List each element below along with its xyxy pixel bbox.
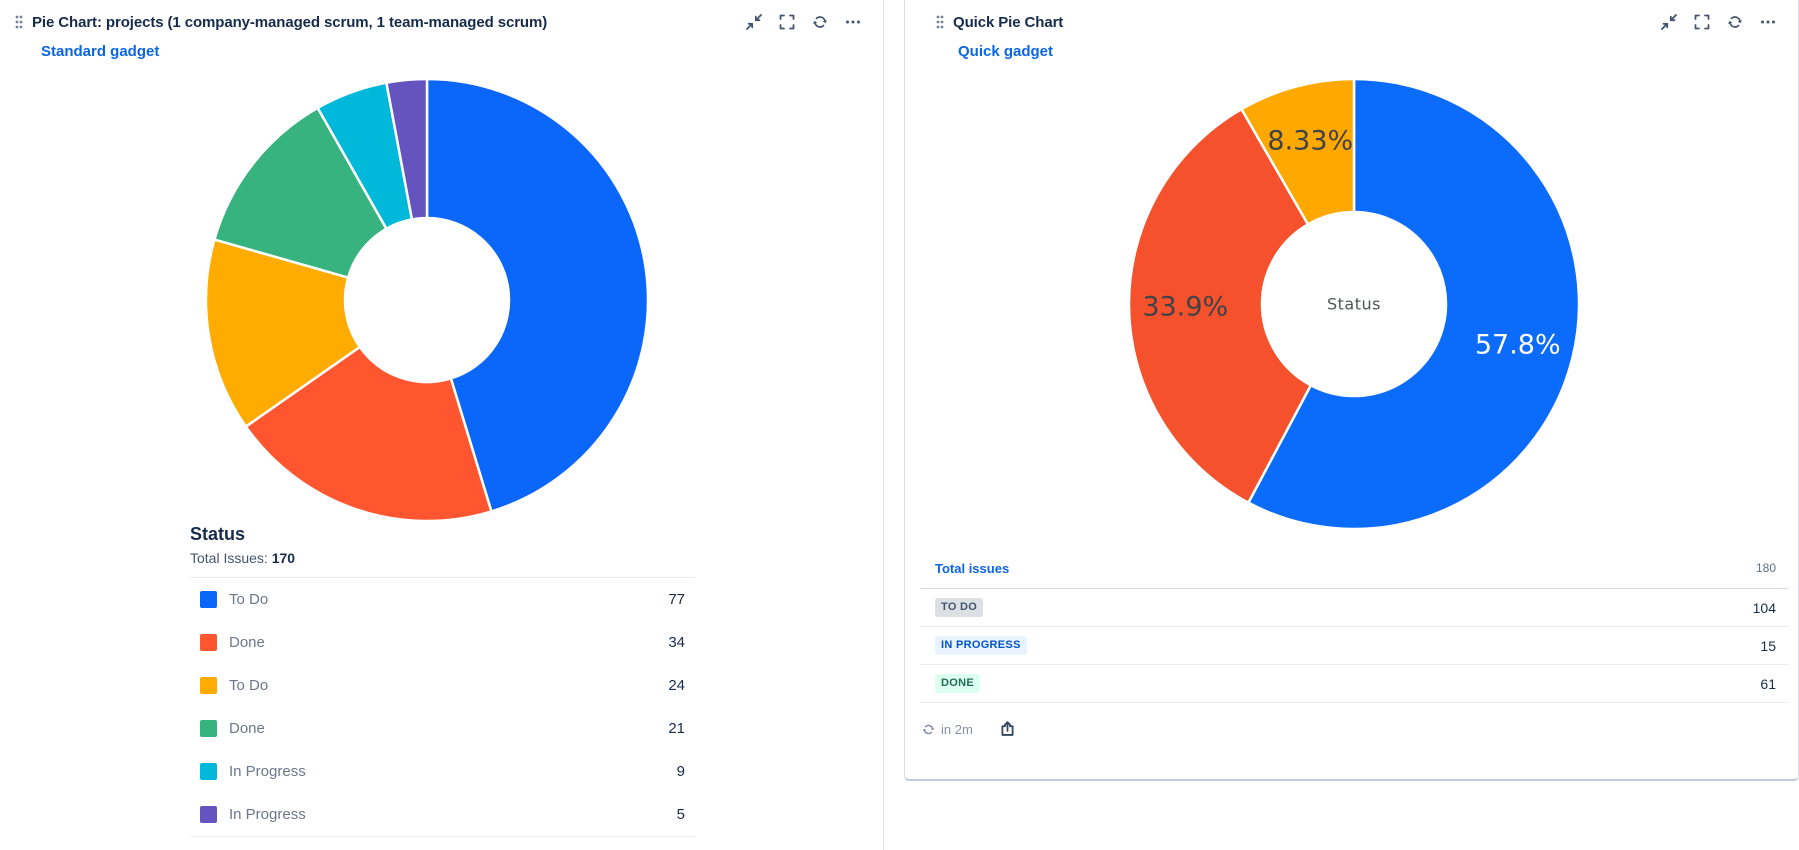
status-badge: IN PROGRESS bbox=[935, 636, 1027, 655]
more-button[interactable] bbox=[1755, 10, 1780, 34]
table-body: TO DO 104 IN PROGRESS 15 DONE 61 bbox=[920, 589, 1788, 703]
ellipsis-icon bbox=[845, 20, 860, 24]
legend-value: 24 bbox=[668, 677, 685, 694]
gadget-standard-pie-card: Pie Chart: projects (1 company-managed s… bbox=[0, 0, 884, 850]
legend-value: 9 bbox=[676, 763, 685, 780]
legend-value: 21 bbox=[668, 720, 685, 737]
total-issues-label: Total Issues: bbox=[190, 550, 268, 566]
legend-row[interactable]: Done 21 bbox=[190, 707, 695, 750]
legend-row[interactable]: In Progress 9 bbox=[190, 750, 695, 793]
gadget-type-link[interactable]: Quick gadget bbox=[958, 43, 1054, 60]
pie-chart-quick[interactable]: 57.8% 33.9% 8.33% Status bbox=[905, 0, 1798, 779]
export-icon bbox=[1001, 721, 1014, 736]
refresh-countdown-label: in 2m bbox=[941, 721, 973, 737]
drag-handle-icon[interactable] bbox=[14, 14, 24, 30]
legend-row[interactable]: In Progress 5 bbox=[190, 793, 695, 836]
legend-label: In Progress bbox=[229, 806, 306, 823]
pie-percent-label: 33.9% bbox=[1142, 291, 1228, 322]
legend-label: Done bbox=[229, 634, 265, 651]
legend-value: 34 bbox=[668, 634, 685, 651]
legend-label: To Do bbox=[229, 591, 269, 608]
refresh-button[interactable] bbox=[807, 10, 832, 34]
pie-chart-standard[interactable] bbox=[0, 0, 884, 850]
pie-legend: To Do 77 Done 34 To Do 24 Done bbox=[190, 577, 695, 837]
legend-value: 77 bbox=[668, 591, 685, 608]
fullscreen-icon bbox=[779, 14, 794, 30]
gadget-footer: in 2m bbox=[922, 714, 1016, 744]
gadget-title: Quick Pie Chart bbox=[953, 13, 1064, 31]
gadget-header: Quick Pie Chart bbox=[905, 8, 1798, 36]
gadget-header: Pie Chart: projects (1 company-managed s… bbox=[0, 8, 883, 36]
legend-swatch bbox=[200, 720, 217, 737]
legend-swatch bbox=[200, 677, 217, 694]
gadget-actions bbox=[741, 10, 865, 34]
legend-swatch bbox=[200, 591, 217, 608]
status-block: Status Total Issues: 170 bbox=[190, 524, 295, 566]
collapse-icon bbox=[745, 14, 762, 30]
more-button[interactable] bbox=[840, 10, 865, 34]
gadget-type-link[interactable]: Standard gadget bbox=[41, 43, 160, 60]
pie-slice-done[interactable] bbox=[213, 106, 388, 279]
total-issues-value: 180 bbox=[1755, 561, 1776, 575]
pie-slice-to-do[interactable] bbox=[204, 238, 362, 428]
pie-slice-done[interactable] bbox=[1127, 107, 1313, 504]
legend-swatch bbox=[200, 806, 217, 823]
table-header-row: Total issues 180 bbox=[920, 548, 1788, 589]
status-badge: DONE bbox=[935, 674, 980, 693]
table-row[interactable]: DONE 61 bbox=[920, 665, 1788, 703]
refresh-button[interactable] bbox=[1722, 10, 1747, 34]
fullscreen-button[interactable] bbox=[774, 10, 799, 34]
fullscreen-button[interactable] bbox=[1689, 10, 1714, 34]
minimize-button[interactable] bbox=[741, 10, 766, 34]
pie-center-label: Status bbox=[1327, 295, 1381, 314]
pie-slice-done[interactable] bbox=[244, 345, 493, 523]
export-button[interactable] bbox=[999, 720, 1016, 738]
table-row[interactable]: IN PROGRESS 15 bbox=[920, 627, 1788, 665]
minimize-button[interactable] bbox=[1656, 10, 1681, 34]
status-badge: TO DO bbox=[935, 598, 984, 617]
total-issues: Total Issues: 170 bbox=[190, 550, 295, 566]
pie-percent-label: 57.8% bbox=[1475, 329, 1561, 360]
row-value: 104 bbox=[1752, 599, 1776, 616]
pie-slice-to-do[interactable] bbox=[1247, 77, 1581, 531]
refresh-icon bbox=[922, 724, 935, 734]
pie-slice-to-do[interactable] bbox=[425, 77, 650, 513]
status-heading: Status bbox=[190, 524, 246, 544]
row-value: 15 bbox=[1760, 637, 1776, 654]
refresh-icon bbox=[812, 16, 827, 28]
legend-label: In Progress bbox=[229, 763, 306, 780]
gadget-title: Pie Chart: projects (1 company-managed s… bbox=[32, 13, 548, 31]
legend-value: 5 bbox=[676, 806, 685, 823]
total-issues-link[interactable]: Total issues bbox=[935, 560, 1010, 576]
gadget-quick-pie-card: 57.8% 33.9% 8.33% Status Quick Pie Chart bbox=[904, 0, 1799, 781]
refresh-countdown[interactable]: in 2m bbox=[922, 722, 973, 737]
collapse-icon bbox=[1660, 14, 1677, 30]
row-value: 61 bbox=[1760, 675, 1776, 692]
gadget-actions bbox=[1656, 10, 1780, 34]
pie-percent-label: 8.33% bbox=[1267, 126, 1353, 157]
legend-swatch bbox=[200, 634, 217, 651]
legend-row[interactable]: To Do 77 bbox=[190, 578, 695, 621]
refresh-icon bbox=[1727, 16, 1742, 28]
legend-swatch bbox=[200, 763, 217, 780]
legend-label: To Do bbox=[229, 677, 269, 694]
quick-chart-table: Total issues 180 TO DO 104 IN PROGRESS 1… bbox=[920, 548, 1788, 703]
drag-handle-icon[interactable] bbox=[935, 14, 945, 30]
total-issues-value: 170 bbox=[271, 550, 296, 566]
pie-slice-in-progress[interactable] bbox=[1240, 77, 1356, 226]
legend-row[interactable]: Done 34 bbox=[190, 621, 695, 664]
ellipsis-icon bbox=[1760, 20, 1775, 24]
legend-row[interactable]: To Do 24 bbox=[190, 664, 695, 707]
fullscreen-icon bbox=[1694, 14, 1709, 30]
table-row[interactable]: TO DO 104 bbox=[920, 589, 1788, 627]
pie-slice-in-progress[interactable] bbox=[385, 77, 429, 221]
legend-label: Done bbox=[229, 720, 265, 737]
